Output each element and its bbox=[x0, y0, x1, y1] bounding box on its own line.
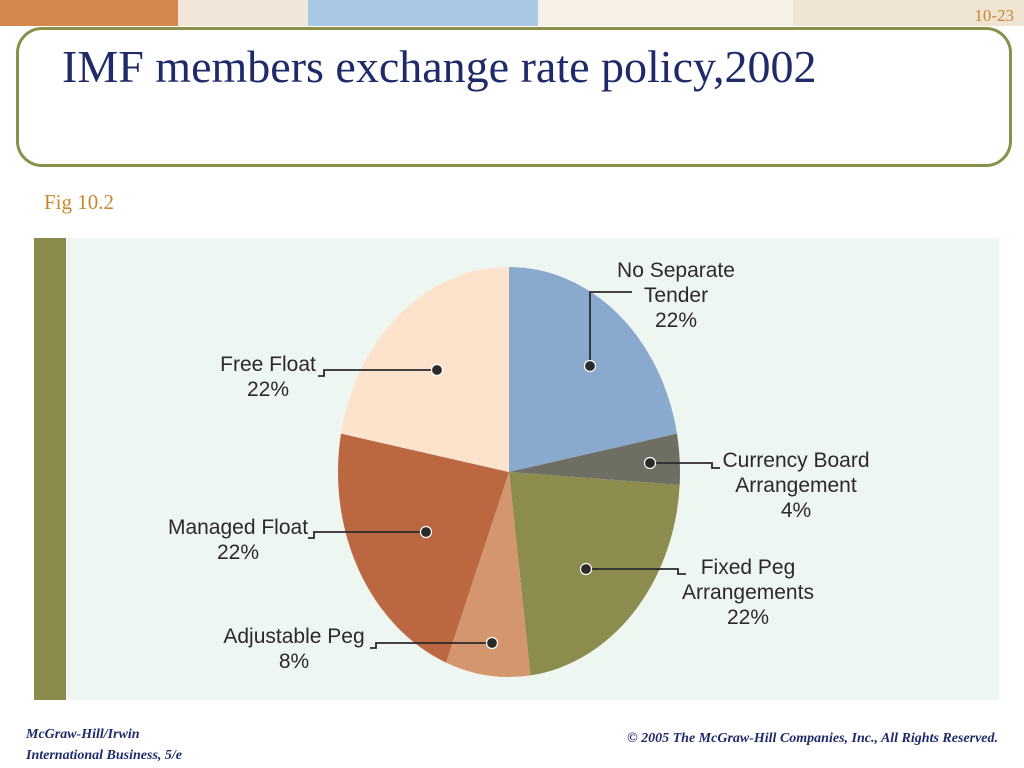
leader-line-currency-board-arrangement bbox=[650, 462, 720, 469]
leader-dot-managed-float bbox=[419, 525, 433, 539]
pie-slice-adjustable-peg bbox=[446, 472, 531, 677]
leader-dot-adjustable-peg bbox=[485, 636, 499, 650]
title-frame bbox=[16, 27, 1012, 167]
leader-dot-no-separate-tender bbox=[583, 359, 597, 373]
slice-label-free-float: Free Float 22% bbox=[220, 353, 316, 401]
pie-slice-currency-board-arrangement bbox=[509, 433, 681, 485]
slice-label-currency-board-arrangement: Currency Board Arrangement 4% bbox=[722, 449, 869, 522]
leader-line-managed-float bbox=[308, 531, 426, 539]
slice-label-managed-float: Managed Float 22% bbox=[168, 516, 308, 564]
slice-label-no-separate-tender: No Separate Tender 22% bbox=[617, 259, 735, 332]
footer-publisher-line2: International Business, 5/e bbox=[26, 748, 182, 763]
slide-number: 10-23 bbox=[974, 6, 1014, 25]
leader-dot-free-float bbox=[430, 363, 444, 377]
leader-dot-currency-board-arrangement bbox=[643, 456, 657, 470]
slice-label-fixed-peg-arrangements: Fixed Peg Arrangements 22% bbox=[682, 556, 814, 629]
pie-slice-fixed-peg-arrangements bbox=[509, 472, 680, 676]
footer-copyright: © 2005 The McGraw-Hill Companies, Inc., … bbox=[627, 731, 998, 746]
slice-label-adjustable-peg: Adjustable Peg 8% bbox=[223, 625, 364, 673]
top-decoration-bar bbox=[0, 0, 1024, 26]
leader-line-fixed-peg-arrangements bbox=[586, 568, 686, 575]
footer-publisher-line1: McGraw-Hill/Irwin bbox=[26, 727, 140, 742]
leader-line-no-separate-tender bbox=[589, 291, 632, 366]
footer-publisher: McGraw-Hill/Irwin International Business… bbox=[26, 724, 182, 766]
chart-panel-stripe bbox=[34, 238, 66, 700]
leader-line-free-float bbox=[318, 369, 437, 377]
leader-line-adjustable-peg bbox=[370, 642, 492, 649]
pie-slice-managed-float bbox=[337, 433, 509, 663]
leader-dot-fixed-peg-arrangements bbox=[579, 562, 593, 576]
slide-title: IMF members exchange rate policy,2002 bbox=[62, 41, 817, 92]
figure-label: Fig 10.2 bbox=[44, 190, 115, 214]
